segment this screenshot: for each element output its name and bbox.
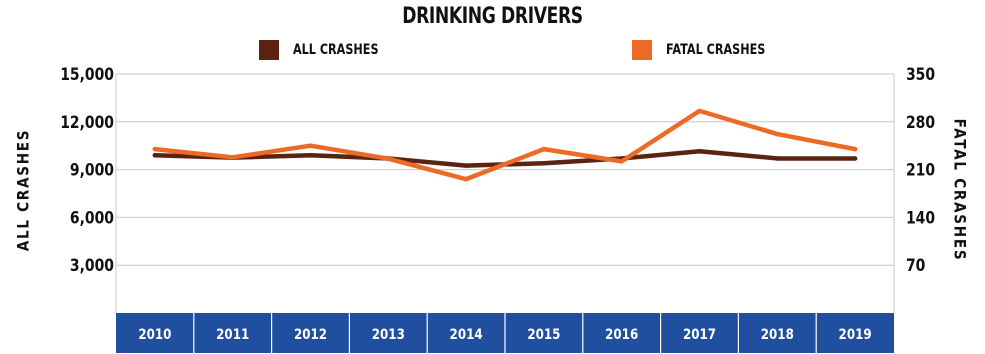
y-tick-label-right-3: 140 <box>906 208 935 228</box>
x-tick-label-2010: 2010 <box>138 327 171 343</box>
x-tick-label-2015: 2015 <box>527 327 560 343</box>
data-point-fatal-crashes-2010 <box>152 146 158 152</box>
data-point-all-crashes-2015 <box>541 161 547 166</box>
data-point-fatal-crashes-2019 <box>852 146 858 152</box>
legend-swatch-fatal-crashes <box>632 40 652 60</box>
legend-label-fatal-crashes: FATAL CRASHES <box>666 42 766 58</box>
chart-title: DRINKING DRIVERS <box>402 4 583 29</box>
x-tick-label-2012: 2012 <box>294 327 327 343</box>
y-tick-label-left-4: 3,000 <box>70 256 114 276</box>
legend-item-fatal-crashes: FATAL CRASHES <box>632 40 790 60</box>
data-point-fatal-crashes-2012 <box>308 143 313 148</box>
data-point-all-crashes-2012 <box>308 153 313 158</box>
x-tick-label-2016: 2016 <box>605 327 638 343</box>
y-tick-label-right-4: 70 <box>906 256 926 276</box>
data-point-fatal-crashes-2014 <box>463 176 469 182</box>
x-tick-label-2011: 2011 <box>216 327 249 343</box>
data-point-fatal-crashes-2016 <box>619 159 624 164</box>
legend-swatch-all-crashes <box>259 40 279 60</box>
y-tick-label-left-0: 15,000 <box>60 65 114 85</box>
data-point-all-crashes-2010 <box>152 153 158 158</box>
legend-label-all-crashes: ALL CRASHES <box>293 42 379 58</box>
series-line-fatal-crashes <box>152 108 858 182</box>
x-tick-label-2018: 2018 <box>761 327 794 343</box>
data-point-fatal-crashes-2017 <box>697 108 702 114</box>
x-tick-label-2019: 2019 <box>839 327 872 343</box>
y-tick-label-right-2: 210 <box>906 160 935 180</box>
data-point-all-crashes-2018 <box>775 156 780 161</box>
y-tick-label-left-3: 6,000 <box>70 208 114 228</box>
y-tick-label-right-1: 280 <box>906 112 935 132</box>
data-point-all-crashes-2019 <box>852 156 858 161</box>
data-point-fatal-crashes-2011 <box>230 155 235 160</box>
y-tick-label-left-1: 12,000 <box>60 112 114 132</box>
x-tick-label-2014: 2014 <box>450 327 483 343</box>
y-tick-label-right-0: 350 <box>906 65 935 85</box>
data-point-fatal-crashes-2013 <box>386 156 391 161</box>
data-point-all-crashes-2017 <box>697 149 702 154</box>
x-tick-label-2013: 2013 <box>372 327 405 343</box>
data-point-fatal-crashes-2018 <box>775 131 780 137</box>
y-tick-label-left-2: 9,000 <box>70 160 114 180</box>
data-point-fatal-crashes-2015 <box>541 146 547 152</box>
data-point-all-crashes-2014 <box>463 163 469 168</box>
legend-item-all-crashes: ALL CRASHES <box>259 40 400 60</box>
x-tick-label-2017: 2017 <box>683 327 716 343</box>
